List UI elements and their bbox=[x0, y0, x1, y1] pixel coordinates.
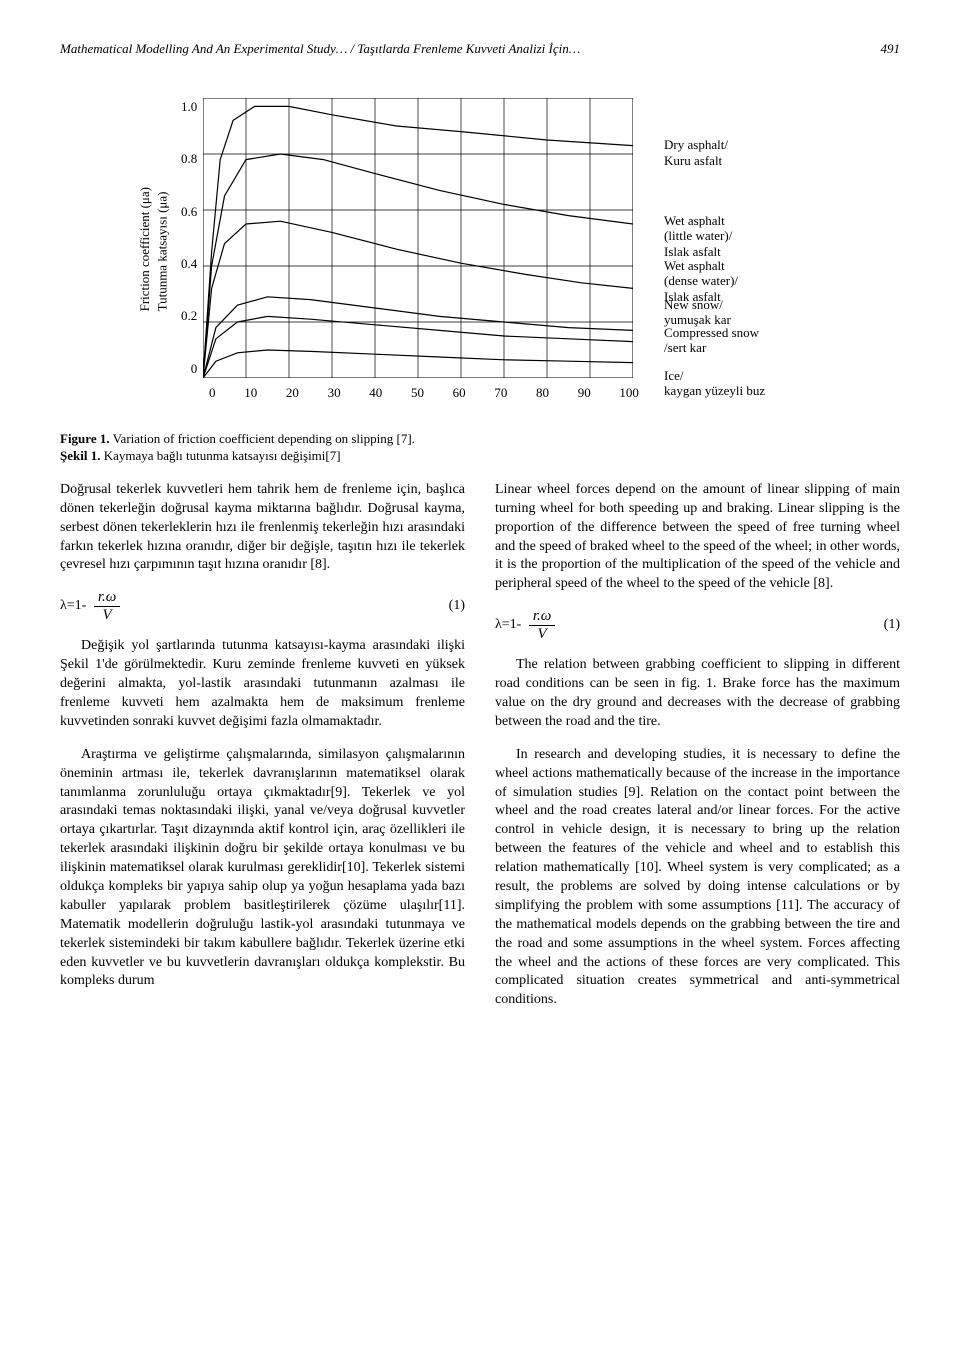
header-title: Mathematical Modelling And An Experiment… bbox=[60, 40, 580, 58]
xtick: 90 bbox=[578, 384, 591, 402]
right-p2: The relation between grabbing coefficien… bbox=[495, 656, 900, 732]
caption-fig-label-en: Figure 1. bbox=[60, 431, 110, 446]
eq-fraction: r.ω V bbox=[94, 589, 121, 623]
left-p3: Araştırma ve geliştirme çalışmalarında, … bbox=[60, 746, 465, 992]
legend-item: Compressed snow/sert kar bbox=[664, 325, 759, 356]
left-p1: Doğrusal tekerlek kuvvetleri hem tahrik … bbox=[60, 481, 465, 575]
chart-legend: Dry asphalt/Kuru asfalt Wet asphalt(littl… bbox=[664, 98, 824, 378]
figure-1: Friction coefficient (μa)Tutunma katsayı… bbox=[60, 98, 900, 402]
xtick: 80 bbox=[536, 384, 549, 402]
right-p3: In research and developing studies, it i… bbox=[495, 746, 900, 1010]
right-p1: Linear wheel forces depend on the amount… bbox=[495, 481, 900, 594]
legend-item: New snow/ yumuşak kar bbox=[664, 297, 731, 328]
ytick: 0.4 bbox=[181, 255, 197, 273]
xtick: 20 bbox=[286, 384, 299, 402]
body-columns: Doğrusal tekerlek kuvvetleri hem tahrik … bbox=[60, 481, 900, 1024]
figure-caption: Figure 1. Variation of friction coeffici… bbox=[60, 431, 900, 465]
eq-number: (1) bbox=[884, 616, 900, 635]
ytick: 0.2 bbox=[181, 307, 197, 325]
ytick: 0.6 bbox=[181, 203, 197, 221]
legend-item: Dry asphalt/Kuru asfalt bbox=[664, 137, 728, 168]
header-page-number: 491 bbox=[881, 40, 901, 58]
running-header: Mathematical Modelling And An Experiment… bbox=[60, 40, 900, 58]
xtick: 70 bbox=[494, 384, 507, 402]
xtick: 10 bbox=[244, 384, 257, 402]
xtick: 60 bbox=[453, 384, 466, 402]
ytick: 0 bbox=[191, 360, 198, 378]
right-column: Linear wheel forces depend on the amount… bbox=[495, 481, 900, 1024]
chart-yticks: 1.0 0.8 0.6 0.4 0.2 0 bbox=[181, 98, 203, 378]
legend-item: Ice/ kaygan yüzeyli buz bbox=[664, 368, 765, 399]
chart-xticks: 0 10 20 30 40 50 60 70 80 90 100 bbox=[209, 384, 639, 402]
xtick: 30 bbox=[328, 384, 341, 402]
xtick: 50 bbox=[411, 384, 424, 402]
left-p2: Değişik yol şartlarında tutunma katsayıs… bbox=[60, 637, 465, 731]
left-equation-1: λ=1- r.ω V (1) bbox=[60, 589, 465, 623]
chart-ylabel: Friction coefficient (μa)Tutunma katsayı… bbox=[136, 187, 171, 311]
eq-number: (1) bbox=[449, 597, 465, 616]
eq-fraction: r.ω V bbox=[529, 608, 556, 642]
legend-item: Wet asphalt(little water)/ Islak asfalt bbox=[664, 213, 732, 260]
eq-lhs: λ=1- bbox=[60, 599, 86, 614]
right-equation-1: λ=1- r.ω V (1) bbox=[495, 608, 900, 642]
friction-chart bbox=[203, 98, 633, 378]
left-column: Doğrusal tekerlek kuvvetleri hem tahrik … bbox=[60, 481, 465, 1024]
caption-text-en: Variation of friction coefficient depend… bbox=[110, 431, 415, 446]
eq-lhs: λ=1- bbox=[495, 617, 521, 632]
caption-fig-label-tr: Şekil 1. bbox=[60, 448, 100, 463]
xtick: 0 bbox=[209, 384, 216, 402]
ytick: 0.8 bbox=[181, 150, 197, 168]
xtick: 100 bbox=[619, 384, 639, 402]
caption-text-tr: Kaymaya bağlı tutunma katsayısı değişimi… bbox=[100, 448, 340, 463]
xtick: 40 bbox=[369, 384, 382, 402]
ytick: 1.0 bbox=[181, 98, 197, 116]
